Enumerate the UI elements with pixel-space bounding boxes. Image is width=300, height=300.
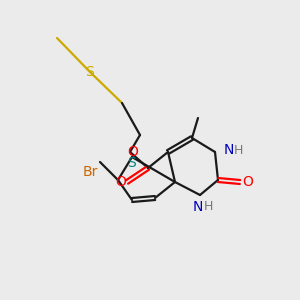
Text: N: N [224,143,234,157]
Text: Br: Br [82,165,98,179]
Text: H: H [233,143,243,157]
Text: O: O [243,175,254,189]
Text: O: O [116,175,126,189]
Text: H: H [203,200,213,214]
Text: N: N [193,200,203,214]
Text: O: O [128,145,138,159]
Text: S: S [128,156,136,170]
Text: S: S [85,65,94,79]
